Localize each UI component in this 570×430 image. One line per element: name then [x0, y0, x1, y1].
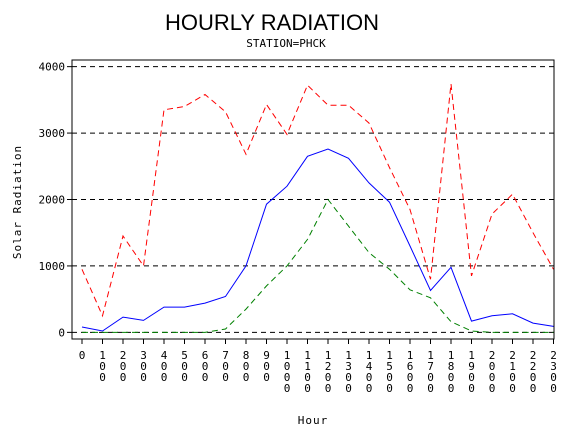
series-line-2: [81, 148, 554, 332]
gridlines: [72, 66, 554, 333]
y-axis-ticks: 0 1000 2000 3000 4000: [39, 61, 72, 339]
y-tick-label: 0: [58, 326, 65, 339]
chart-subtitle: STATION=PHCK: [246, 37, 326, 50]
x-tick-label: 0: [79, 349, 86, 362]
y-tick-label: 2000: [39, 194, 66, 207]
y-tick-label: 1000: [39, 260, 66, 273]
y-tick-label: 3000: [39, 127, 66, 140]
series-line-3: [82, 198, 554, 333]
x-axis-ticks: 0 1 0 0 2 0 0 3 0 0 4 0 0 5 0 0 6 0 0 7 0 0 8 0 0 9 0 0 1 0 0 0 1 1 0 0 1 2 0 0…: [79, 339, 557, 395]
y-tick-label: 4000: [39, 61, 66, 74]
x-axis-label: Hour: [298, 414, 329, 427]
series-line-1: [81, 83, 554, 318]
data-series: [81, 83, 554, 333]
chart-title: HOURLY RADIATION: [165, 10, 379, 35]
y-axis-label: Solar Radiation: [11, 145, 24, 259]
